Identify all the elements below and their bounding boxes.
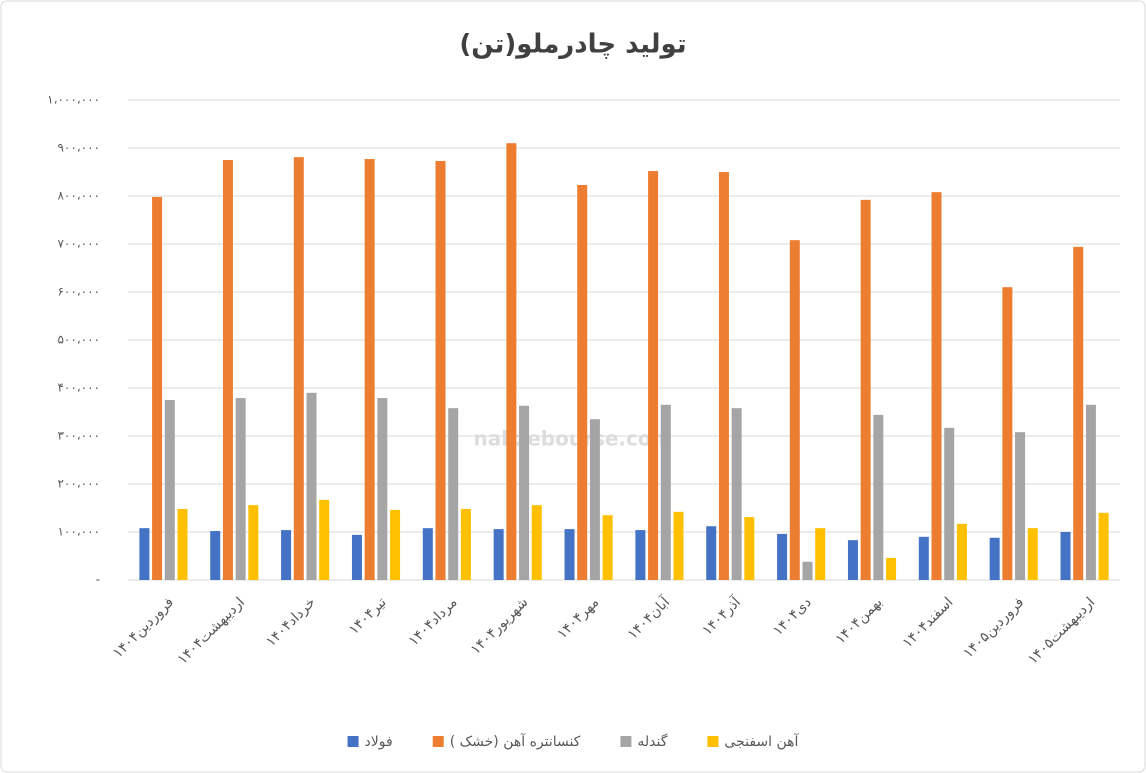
- bar: [648, 171, 659, 581]
- bar: [506, 143, 517, 580]
- bar: [1002, 287, 1013, 580]
- legend-swatch: [707, 736, 719, 747]
- chart-title: تولید چادرملو(تن): [459, 30, 686, 60]
- bar: [248, 505, 259, 580]
- bar: [210, 531, 221, 580]
- watermark: nabzebourse.com: [474, 427, 673, 451]
- legend-swatch: [347, 736, 359, 747]
- bar: [589, 419, 600, 580]
- bar: [860, 199, 871, 580]
- bar: [460, 508, 471, 580]
- bar: [602, 515, 613, 580]
- bar: [281, 530, 292, 580]
- bar: [918, 536, 929, 580]
- y-tick-label: -: [96, 573, 100, 587]
- legend-swatch: [620, 736, 632, 747]
- legend-label: گندله: [637, 733, 667, 750]
- y-tick-label: ۷۰۰،۰۰۰: [57, 237, 100, 251]
- bar: [139, 528, 150, 580]
- y-tick-label: ۱۰۰،۰۰۰: [57, 525, 100, 539]
- y-tick-label: ۳۰۰،۰۰۰: [57, 429, 100, 443]
- bar: [519, 405, 530, 580]
- bar: [718, 172, 729, 580]
- bar: [789, 240, 800, 580]
- bar: [1073, 246, 1084, 580]
- bar: [364, 159, 375, 581]
- bar: [390, 509, 401, 580]
- y-tick-label: ۴۰۰،۰۰۰: [57, 381, 100, 395]
- bar: [1085, 404, 1096, 580]
- bar: [1015, 432, 1026, 580]
- bar: [164, 400, 175, 580]
- bar: [744, 517, 755, 580]
- legend-label: آهن اسفنجی: [724, 733, 799, 750]
- bar: [531, 505, 542, 580]
- bar: [1098, 512, 1109, 580]
- bar: [1060, 532, 1071, 580]
- y-tick-label: ۸۰۰،۰۰۰: [57, 189, 100, 203]
- bar: [989, 537, 1000, 580]
- bar: [319, 499, 330, 580]
- bar: [177, 508, 188, 580]
- bar: [956, 523, 967, 580]
- bar: [564, 529, 575, 580]
- bar: [731, 408, 742, 580]
- bar: [222, 160, 233, 580]
- bar: [706, 526, 717, 580]
- bar: [293, 157, 304, 580]
- bar: [847, 540, 858, 580]
- bar: [152, 196, 163, 580]
- bar: [493, 529, 504, 580]
- bar: [377, 398, 388, 580]
- bar: [673, 511, 684, 580]
- bar: [660, 404, 671, 580]
- bar: [944, 427, 955, 580]
- bar: [422, 528, 433, 580]
- y-tick-label: ۵۰۰،۰۰۰: [57, 333, 100, 347]
- legend-swatch: [432, 736, 444, 747]
- bar: [351, 534, 362, 580]
- legend-label: کنسانتره آهن (خشک ): [450, 733, 581, 750]
- bar: [306, 392, 317, 580]
- y-tick-label: ۲۰۰،۰۰۰: [57, 477, 100, 491]
- bar: [815, 528, 826, 580]
- bar: [435, 160, 446, 580]
- bar: [235, 398, 246, 580]
- bar: [886, 557, 897, 580]
- y-tick-label: ۱،۰۰۰،۰۰۰: [47, 93, 100, 107]
- bar: [777, 533, 788, 580]
- bar: [635, 530, 646, 580]
- bar: [873, 414, 884, 580]
- y-tick-label: ۶۰۰،۰۰۰: [57, 285, 100, 299]
- bar: [1027, 528, 1038, 580]
- y-tick-label: ۹۰۰،۰۰۰: [57, 141, 100, 155]
- bar: [802, 561, 813, 580]
- bar: [577, 184, 588, 580]
- bar: [448, 408, 459, 580]
- legend-label: فولاد: [365, 734, 393, 750]
- bar: [931, 192, 942, 580]
